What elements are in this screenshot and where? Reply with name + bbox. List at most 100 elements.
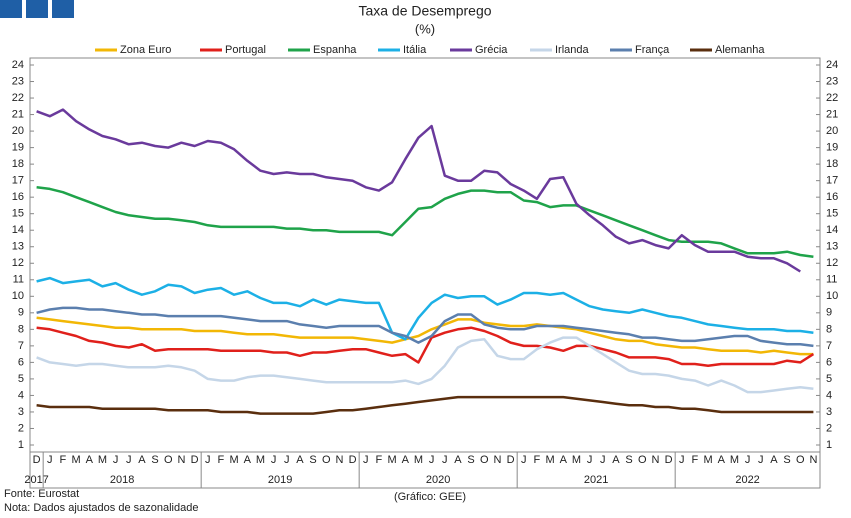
y-tick-label: 15 xyxy=(12,208,24,220)
x-tick-label: J xyxy=(521,454,527,466)
series-line xyxy=(36,276,814,341)
year-label: 2018 xyxy=(110,474,134,486)
series-line xyxy=(36,326,815,367)
y-tick-label: 19 xyxy=(12,142,24,154)
y-tick-label: 16 xyxy=(12,191,24,203)
y2-tick-label: 17 xyxy=(826,175,838,187)
x-tick-label: J xyxy=(442,454,448,466)
x-tick-label: O xyxy=(164,454,173,466)
y-tick-label: 22 xyxy=(12,92,24,104)
x-tick-label: F xyxy=(534,454,541,466)
x-tick-label: A xyxy=(86,454,94,466)
y2-tick-label: 24 xyxy=(826,59,838,71)
x-tick-label: N xyxy=(809,454,817,466)
x-tick-label: D xyxy=(33,454,41,466)
x-tick-label: A xyxy=(560,454,568,466)
x-tick-label: O xyxy=(638,454,647,466)
y2-tick-label: 13 xyxy=(826,241,838,253)
logo-square xyxy=(52,0,74,18)
x-tick-label: J xyxy=(429,454,435,466)
legend-label: Grécia xyxy=(475,44,508,56)
y2-tick-label: 1 xyxy=(826,439,832,451)
x-tick-label: A xyxy=(244,454,252,466)
y-tick-label: 20 xyxy=(12,125,24,137)
y2-tick-label: 19 xyxy=(826,142,838,154)
legend-label: Portugal xyxy=(225,44,266,56)
logo-square xyxy=(0,0,22,18)
y2-tick-label: 12 xyxy=(826,257,838,269)
x-tick-label: F xyxy=(692,454,699,466)
series-line xyxy=(36,186,814,258)
x-tick-label: N xyxy=(651,454,659,466)
x-tick-label: N xyxy=(493,454,501,466)
x-tick-label: S xyxy=(625,454,632,466)
y-tick-label: 3 xyxy=(18,406,24,418)
year-label: 2017 xyxy=(24,474,48,486)
x-tick-label: J xyxy=(113,454,119,466)
y2-tick-label: 3 xyxy=(826,406,832,418)
series-line xyxy=(36,316,814,356)
plot-frame xyxy=(29,57,821,489)
y-tick-label: 13 xyxy=(12,241,24,253)
x-tick-label: A xyxy=(138,454,146,466)
y-tick-label: 10 xyxy=(12,290,24,302)
x-tick-label: S xyxy=(309,454,316,466)
y2-tick-label: 2 xyxy=(826,422,832,434)
x-tick-label: M xyxy=(98,454,107,466)
y2-tick-label: 21 xyxy=(826,108,838,120)
x-tick-label: A xyxy=(612,454,620,466)
x-tick-label: J xyxy=(679,454,685,466)
y-tick-label: 8 xyxy=(18,323,24,335)
x-tick-label: A xyxy=(718,454,726,466)
x-tick-label: D xyxy=(191,454,199,466)
chart-title: Taxa de Desemprego xyxy=(358,3,491,19)
x-tick-label: M xyxy=(572,454,581,466)
x-tick-label: A xyxy=(454,454,462,466)
y2-tick-label: 16 xyxy=(826,191,838,203)
series-line xyxy=(36,108,801,273)
x-tick-label: J xyxy=(205,454,211,466)
x-tick-label: N xyxy=(177,454,185,466)
y-tick-label: 12 xyxy=(12,257,24,269)
year-label: 2021 xyxy=(584,474,608,486)
x-tick-label: M xyxy=(387,454,396,466)
y2-tick-label: 10 xyxy=(826,290,838,302)
y2-tick-label: 6 xyxy=(826,356,832,368)
x-tick-label: J xyxy=(126,454,132,466)
legend-label: Itália xyxy=(403,44,427,56)
x-tick-label: N xyxy=(335,454,343,466)
x-tick-label: J xyxy=(600,454,606,466)
y2-tick-label: 22 xyxy=(826,92,838,104)
y2-tick-label: 18 xyxy=(826,158,838,170)
x-tick-label: M xyxy=(545,454,554,466)
y2-tick-label: 11 xyxy=(826,274,837,286)
x-tick-label: M xyxy=(730,454,739,466)
y-tick-label: 7 xyxy=(18,340,24,352)
x-tick-label: M xyxy=(703,454,712,466)
y-tick-label: 11 xyxy=(13,274,24,286)
y-tick-label: 5 xyxy=(18,373,24,385)
y2-tick-label: 8 xyxy=(826,323,832,335)
x-tick-label: J xyxy=(271,454,277,466)
logo-square xyxy=(26,0,48,18)
y-tick-label: 6 xyxy=(18,356,24,368)
y-tick-label: 17 xyxy=(12,175,24,187)
y2-tick-label: 4 xyxy=(826,389,832,401)
y-tick-label: 4 xyxy=(18,389,24,401)
x-tick-label: O xyxy=(480,454,489,466)
x-tick-label: A xyxy=(296,454,304,466)
x-tick-label: F xyxy=(60,454,67,466)
x-tick-label: J xyxy=(47,454,53,466)
y-tick-label: 1 xyxy=(18,439,24,451)
x-tick-label: D xyxy=(507,454,515,466)
x-tick-label: A xyxy=(770,454,778,466)
x-tick-label: S xyxy=(783,454,790,466)
x-tick-label: F xyxy=(218,454,225,466)
credit: (Gráfico: GEE) xyxy=(394,491,466,503)
y-tick-label: 23 xyxy=(12,75,24,87)
y2-tick-label: 7 xyxy=(826,340,832,352)
x-tick-label: M xyxy=(256,454,265,466)
x-tick-label: M xyxy=(71,454,80,466)
